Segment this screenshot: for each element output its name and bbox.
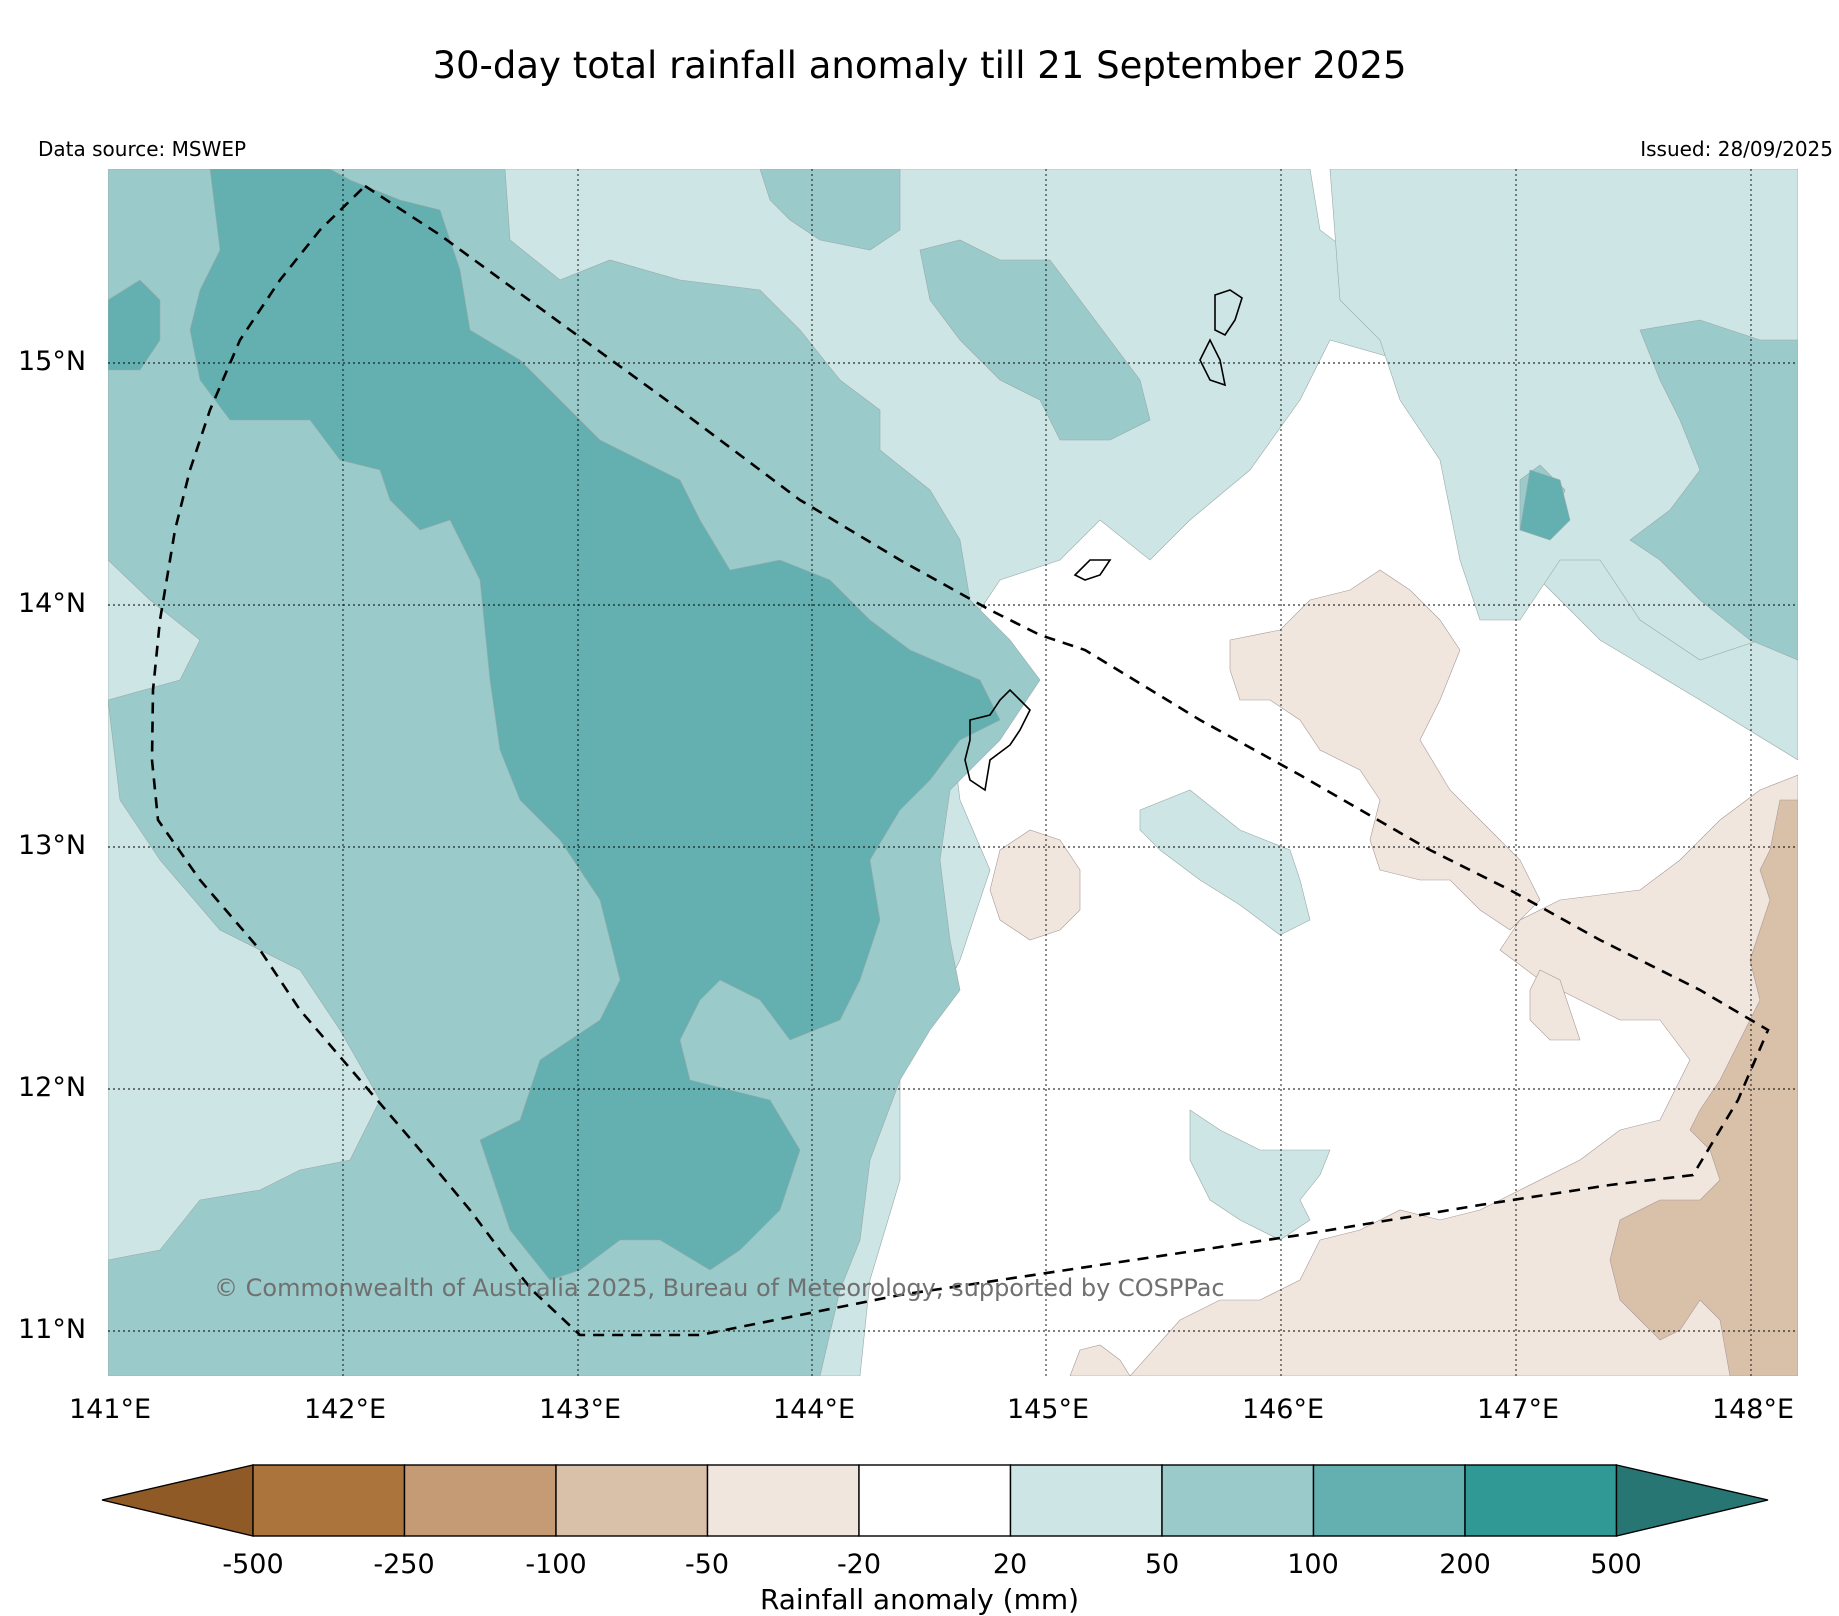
lon-label-144e: 144°E [772,1394,856,1425]
colorbar-bin-6 [1009,1464,1163,1537]
colorbar-tick: 500 [1590,1549,1642,1580]
colorbar-bin-8 [1312,1464,1466,1537]
island-west [964,688,1031,792]
island-north-2 [1199,338,1227,387]
contour-neg50-neg100-east [1609,799,1798,1376]
lon-label-142e: 142°E [303,1394,387,1425]
colorbar-tick: -250 [373,1549,435,1580]
colorbar-tick: 200 [1439,1549,1491,1580]
colorbar-tick: -100 [525,1549,587,1580]
island-mid [1073,559,1112,581]
contour-100-200-ne [1519,469,1571,541]
colorbar-bin-5 [858,1464,1012,1537]
lat-label-13n: 13°N [18,830,87,861]
colorbar-title: Rainfall anomaly (mm) [759,1583,1080,1616]
colorbar-tick: -500 [222,1549,284,1580]
contour-100-200-west [108,279,161,371]
contour-fills [108,169,1798,1376]
lat-label-15n: 15°N [18,346,87,377]
colorbar-tick: 100 [1287,1549,1339,1580]
issued-date-label: Issued: 28/09/2025 [1640,137,1833,161]
lon-label-141e: 141°E [68,1394,152,1425]
colorbar-tick: 50 [1144,1549,1180,1580]
map-title: 30-day total rainfall anomaly till 21 Se… [432,44,1407,87]
data-source-label: Data source: MSWEP [38,137,247,161]
coastlines [964,289,1243,792]
colorbar-below-min [101,1464,254,1537]
colorbar-tick: -20 [836,1549,882,1580]
lat-label-14n: 14°N [18,588,87,619]
colorbar-tick: -50 [684,1549,730,1580]
contour-neg20-neg50-small [1529,969,1581,1041]
lon-label-143e: 143°E [538,1394,622,1425]
lat-label-12n: 12°N [18,1072,87,1103]
contour-50-100-north [759,169,901,251]
colorbar-bin-7 [1161,1464,1315,1537]
graticule [108,169,1798,1376]
colorbar-bin-2 [403,1464,557,1537]
copyright-text: © Commonwealth of Australia 2025, Bureau… [214,1274,1225,1302]
colorbar-bin-9 [1464,1464,1618,1537]
colorbar-bin-1 [252,1464,406,1537]
colorbar [101,1464,1769,1537]
contour-neg20-neg50-blob [989,829,1081,941]
eez-boundary [150,184,1770,1337]
colorbar-tick: 20 [992,1549,1028,1580]
contour-neg20-neg50-center [1229,569,1541,931]
lon-label-146e: 146°E [1241,1394,1325,1425]
lat-label-11n: 11°N [18,1314,87,1345]
contour-50-100-east [1629,319,1798,661]
contour-50-100-northcenter [919,239,1151,441]
contour-20-50-center [1139,789,1311,936]
contour-neg20-neg50-bottom [1069,1344,1131,1376]
contour-20-50-south [1189,1109,1331,1241]
colorbar-above-max [1615,1464,1769,1537]
colorbar-bin-4 [706,1464,860,1537]
lon-label-147e: 147°E [1476,1394,1560,1425]
lon-label-148e: 148°E [1711,1394,1795,1425]
colorbar-bin-3 [555,1464,709,1537]
island-north-1 [1214,289,1243,337]
lon-label-145e: 145°E [1006,1394,1090,1425]
contour-100-200-main [189,169,1001,1281]
